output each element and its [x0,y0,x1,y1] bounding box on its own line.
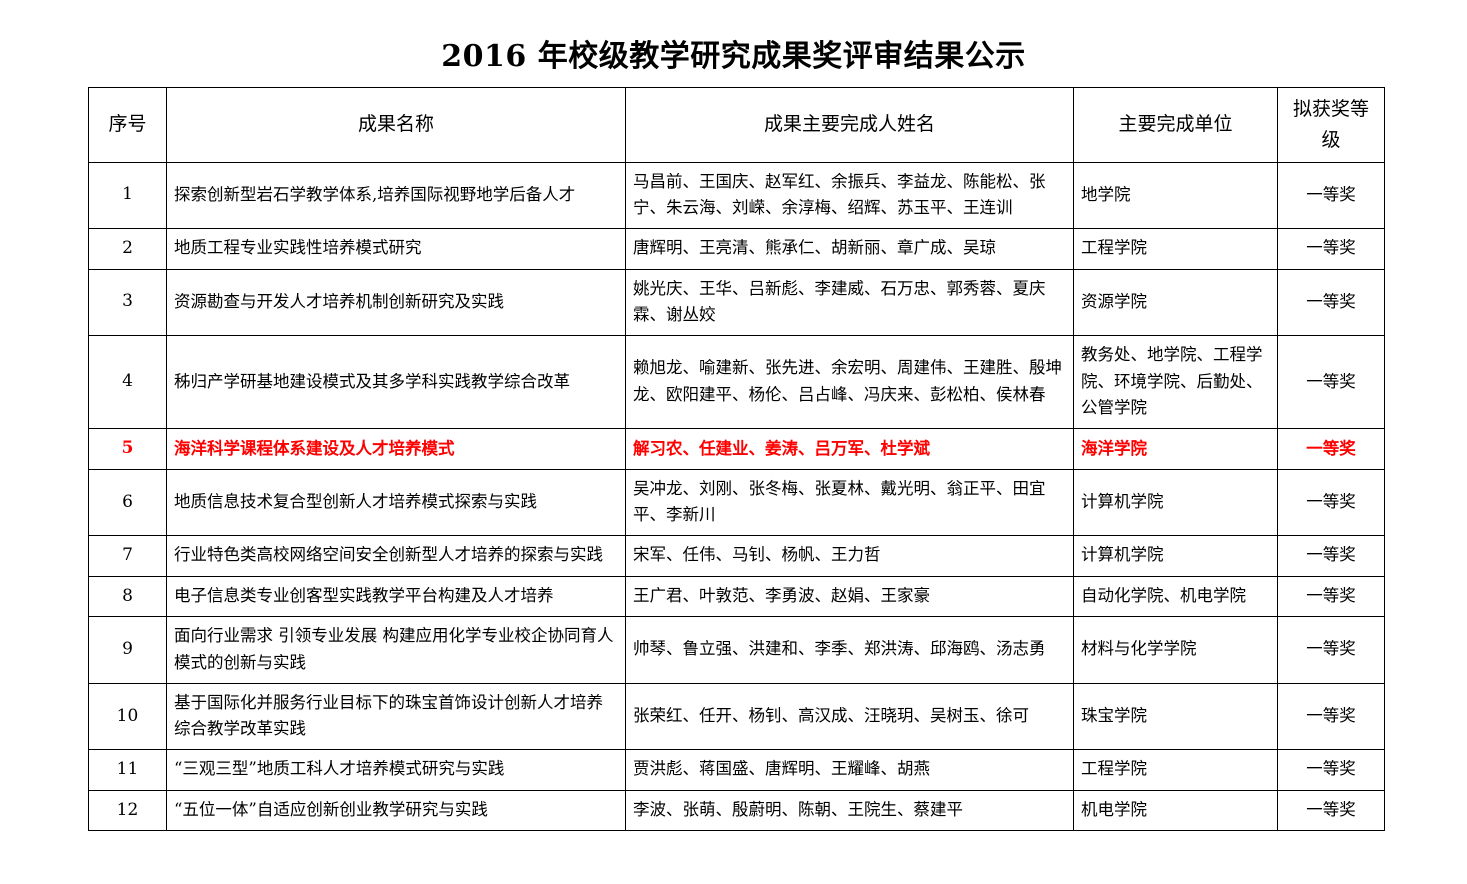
table-row: 5 海洋科学课程体系建设及人才培养模式 解习农、任建业、姜涛、吕万军、杜学斌 海洋学院… [88,428,1385,470]
cell-seq: 2 [88,227,167,270]
cell-achievement-name: 地质工程专业实践性培养模式研究 [166,227,626,270]
cell-contributors: 宋军、任伟、马钊、杨帆、王力哲 [625,535,1074,577]
table-body: 1 探索创新型岩石学教学体系,培养国际视野地学后备人才 马昌前、王国庆、赵军红、余振… [88,161,1385,832]
cell-unit: 计算机学院 [1073,535,1278,577]
table-header-row: 序号 成果名称 成果主要完成人姓名 主要完成单位 拟获奖等级 [88,87,1385,163]
cell-contributors: 李波、张萌、殷蔚明、陈朝、王院生、蔡建平 [625,789,1074,832]
cell-seq: 9 [88,616,167,684]
table-row: 8 电子信息类专业创客型实践教学平台构建及人才培养 王广君、叶敦范、李勇波、赵娟、王… [88,575,1385,618]
column-header-people: 成果主要完成人姓名 [625,87,1074,163]
cell-contributors: 唐辉明、王亮清、熊承仁、胡新丽、章广成、吴琼 [625,227,1074,270]
cell-contributors: 张荣红、任开、杨钊、高汉成、汪晓玥、吴树玉、徐可 [625,682,1074,751]
cell-achievement-name: 地质信息技术复合型创新人才培养模式探索与实践 [166,468,626,537]
cell-achievement-name: “五位一体”自适应创新创业教学研究与实践 [166,789,626,832]
cell-achievement-name: 海洋科学课程体系建设及人才培养模式 [166,428,626,470]
table-row: 3 资源勘查与开发人才培养机制创新研究及实践 姚光庆、王华、吕新彪、李建威、石万忠、… [88,268,1385,336]
cell-achievement-name: 资源勘查与开发人才培养机制创新研究及实践 [166,268,626,336]
cell-award-grade: 一等奖 [1277,468,1385,537]
cell-contributors: 贾洪彪、蒋国盛、唐辉明、王耀峰、胡燕 [625,749,1074,791]
column-header-grade: 拟获奖等级 [1277,87,1385,163]
table-row: 1 探索创新型岩石学教学体系,培养国际视野地学后备人才 马昌前、王国庆、赵军红、余振… [88,161,1385,229]
cell-contributors: 解习农、任建业、姜涛、吕万军、杜学斌 [625,428,1074,470]
cell-contributors: 吴冲龙、刘刚、张冬梅、张夏林、戴光明、翁正平、田宜平、李新川 [625,468,1074,537]
cell-unit: 机电学院 [1073,789,1278,832]
cell-achievement-name: 电子信息类专业创客型实践教学平台构建及人才培养 [166,575,626,618]
cell-award-grade: 一等奖 [1277,428,1385,470]
cell-unit: 资源学院 [1073,268,1278,336]
cell-award-grade: 一等奖 [1277,682,1385,751]
cell-contributors: 姚光庆、王华、吕新彪、李建威、石万忠、郭秀蓉、夏庆霖、谢丛姣 [625,268,1074,336]
table-row: 7 行业特色类高校网络空间安全创新型人才培养的探索与实践 宋军、任伟、马钊、杨帆、王… [88,535,1385,577]
cell-achievement-name: “三观三型”地质工科人才培养模式研究与实践 [166,749,626,791]
cell-unit: 工程学院 [1073,749,1278,791]
table-row: 2 地质工程专业实践性培养模式研究 唐辉明、王亮清、熊承仁、胡新丽、章广成、吴琼 工程… [88,227,1385,270]
cell-award-grade: 一等奖 [1277,334,1385,430]
cell-seq: 12 [88,789,167,832]
cell-seq: 6 [88,468,167,537]
cell-award-grade: 一等奖 [1277,749,1385,791]
cell-seq: 10 [88,682,167,751]
cell-achievement-name: 行业特色类高校网络空间安全创新型人才培养的探索与实践 [166,535,626,577]
table-row: 12 “五位一体”自适应创新创业教学研究与实践 李波、张萌、殷蔚明、陈朝、王院生、蔡… [88,789,1385,832]
cell-award-grade: 一等奖 [1277,616,1385,684]
cell-unit: 工程学院 [1073,227,1278,270]
cell-award-grade: 一等奖 [1277,535,1385,577]
cell-achievement-name: 基于国际化并服务行业目标下的珠宝首饰设计创新人才培养综合教学改革实践 [166,682,626,751]
cell-contributors: 帅琴、鲁立强、洪建和、李季、郑洪涛、邱海鸥、汤志勇 [625,616,1074,684]
cell-award-grade: 一等奖 [1277,227,1385,270]
cell-achievement-name: 面向行业需求 引领专业发展 构建应用化学专业校企协同育人模式的创新与实践 [166,616,626,684]
cell-contributors: 马昌前、王国庆、赵军红、余振兵、李益龙、陈能松、张宁、朱云海、刘嵘、余淳梅、绍辉… [625,161,1074,229]
cell-seq: 7 [88,535,167,577]
cell-award-grade: 一等奖 [1277,268,1385,336]
cell-award-grade: 一等奖 [1277,789,1385,832]
cell-seq: 11 [88,749,167,791]
cell-unit: 教务处、地学院、工程学院、环境学院、后勤处、公管学院 [1073,334,1278,430]
award-results-table: 序号 成果名称 成果主要完成人姓名 主要完成单位 拟获奖等级 1 探索创新型岩石学… [88,87,1385,832]
cell-contributors: 王广君、叶敦范、李勇波、赵娟、王家豪 [625,575,1074,618]
table-row: 9 面向行业需求 引领专业发展 构建应用化学专业校企协同育人模式的创新与实践 帅琴、… [88,616,1385,684]
cell-award-grade: 一等奖 [1277,575,1385,618]
table-row: 10 基于国际化并服务行业目标下的珠宝首饰设计创新人才培养综合教学改革实践 张荣红、… [88,682,1385,751]
column-header-name: 成果名称 [166,87,626,163]
cell-unit: 海洋学院 [1073,428,1278,470]
cell-contributors: 赖旭龙、喻建新、张先进、余宏明、周建伟、王建胜、殷坤龙、欧阳建平、杨伦、吕占峰、… [625,334,1074,430]
column-header-unit: 主要完成单位 [1073,87,1278,163]
table-row: 4 秭归产学研基地建设模式及其多学科实践教学综合改革 赖旭龙、喻建新、张先进、余宏明… [88,334,1385,430]
cell-seq: 5 [88,428,167,470]
cell-unit: 地学院 [1073,161,1278,229]
cell-unit: 自动化学院、机电学院 [1073,575,1278,618]
cell-achievement-name: 探索创新型岩石学教学体系,培养国际视野地学后备人才 [166,161,626,229]
table-row: 11 “三观三型”地质工科人才培养模式研究与实践 贾洪彪、蒋国盛、唐辉明、王耀峰、胡… [88,749,1385,791]
cell-seq: 4 [88,334,167,430]
award-table-container: 序号 成果名称 成果主要完成人姓名 主要完成单位 拟获奖等级 1 探索创新型岩石学… [88,87,1385,832]
column-header-seq: 序号 [88,87,167,163]
cell-seq: 1 [88,161,167,229]
table-row: 6 地质信息技术复合型创新人才培养模式探索与实践 吴冲龙、刘刚、张冬梅、张夏林、戴光… [88,468,1385,537]
cell-seq: 3 [88,268,167,336]
table-header: 序号 成果名称 成果主要完成人姓名 主要完成单位 拟获奖等级 [88,87,1385,163]
cell-award-grade: 一等奖 [1277,161,1385,229]
cell-achievement-name: 秭归产学研基地建设模式及其多学科实践教学综合改革 [166,334,626,430]
cell-seq: 8 [88,575,167,618]
cell-unit: 材料与化学学院 [1073,616,1278,684]
page-title: 2016 年校级教学研究成果奖评审结果公示 [441,39,1026,74]
cell-unit: 计算机学院 [1073,468,1278,537]
cell-unit: 珠宝学院 [1073,682,1278,751]
